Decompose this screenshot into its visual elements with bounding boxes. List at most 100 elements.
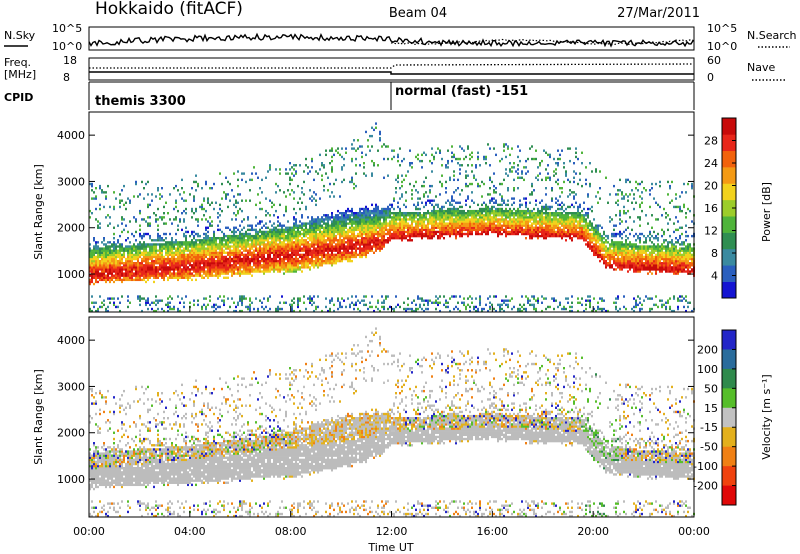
power-cell: [119, 272, 121, 274]
power-cell: [345, 235, 347, 237]
power-cell: [277, 270, 279, 272]
power-cell: [181, 243, 183, 245]
power-cell: [457, 227, 459, 229]
power-cell: [423, 304, 425, 306]
power-cell: [443, 237, 445, 239]
power-cell: [225, 235, 227, 237]
power-cell: [105, 275, 107, 277]
power-cell: [489, 220, 491, 222]
power-cell: [301, 243, 303, 245]
power-cell: [229, 270, 231, 272]
power-cell: [105, 279, 107, 281]
power-cell: [93, 306, 95, 308]
power-cell: [313, 237, 315, 239]
power-cell: [113, 297, 115, 299]
power-cell: [489, 227, 491, 229]
power-cell: [123, 254, 125, 256]
power-cell: [227, 237, 229, 239]
power-cell: [169, 218, 171, 220]
power-cell: [143, 254, 145, 256]
power-cell: [97, 225, 99, 227]
power-cell: [191, 241, 193, 243]
power-cell: [193, 304, 195, 306]
power-cell: [285, 254, 287, 256]
power-cell: [487, 212, 489, 214]
power-cell: [375, 225, 377, 227]
power-cell: [271, 243, 273, 245]
power-cell: [317, 247, 319, 249]
power-cell: [117, 306, 119, 308]
power-cell: [261, 254, 263, 256]
power-cell: [149, 272, 151, 274]
power-cell: [383, 237, 385, 239]
power-cell: [361, 237, 363, 239]
power-cell: [329, 262, 331, 264]
power-cell: [213, 245, 215, 247]
power-cell: [183, 191, 185, 193]
power-cell: [395, 233, 397, 235]
power-cell: [403, 233, 405, 235]
power-cell: [161, 260, 163, 262]
power-cell: [343, 229, 345, 231]
power-cell: [457, 302, 459, 304]
power-cell: [181, 187, 183, 189]
power-cell: [161, 256, 163, 258]
power-cell: [283, 214, 285, 216]
power-cell: [375, 231, 377, 233]
power-cell: [363, 237, 365, 239]
power-cell: [283, 256, 285, 258]
power-cell: [431, 216, 433, 218]
power-cell: [417, 295, 419, 297]
power-cell: [173, 266, 175, 268]
power-cell: [305, 227, 307, 229]
power-cell: [113, 266, 115, 268]
power-cell: [485, 222, 487, 224]
power-cell: [263, 237, 265, 239]
power-cell: [327, 222, 329, 224]
power-cell: [417, 220, 419, 222]
power-cell: [155, 214, 157, 216]
power-cell: [211, 243, 213, 245]
power-cell: [227, 235, 229, 237]
power-cell: [197, 239, 199, 241]
power-cell: [493, 231, 495, 233]
power-cell: [91, 279, 93, 281]
power-cell: [143, 245, 145, 247]
power-cell: [329, 162, 331, 164]
power-cell: [361, 241, 363, 243]
power-cell: [111, 266, 113, 268]
power-cell: [429, 222, 431, 224]
power-cell: [129, 279, 131, 281]
power-cell: [161, 277, 163, 279]
power-cell: [321, 231, 323, 233]
power-cell: [357, 212, 359, 214]
power-cell: [183, 270, 185, 272]
power-cell: [249, 237, 251, 239]
power-cell: [269, 168, 271, 170]
power-cell: [291, 306, 293, 308]
power-cell: [353, 214, 355, 216]
power-cell: [521, 220, 523, 222]
power-cell: [279, 252, 281, 254]
power-cell: [165, 222, 167, 224]
power-cell: [517, 187, 519, 189]
power-cell: [517, 233, 519, 235]
power-cell: [237, 250, 239, 252]
power-cell: [299, 227, 301, 229]
power-cell: [277, 243, 279, 245]
power-cell: [313, 191, 315, 193]
power-cell: [97, 275, 99, 277]
power-cell: [213, 252, 215, 254]
power-cell: [339, 220, 341, 222]
power-cell: [351, 158, 353, 160]
power-cell: [383, 306, 385, 308]
power-cell: [435, 212, 437, 214]
power-cell: [401, 237, 403, 239]
power-cell: [279, 260, 281, 262]
power-cell: [93, 254, 95, 256]
power-cell: [429, 237, 431, 239]
power-cell: [287, 172, 289, 174]
power-cell: [495, 216, 497, 218]
power-cell: [249, 235, 251, 237]
power-cell: [385, 210, 387, 212]
